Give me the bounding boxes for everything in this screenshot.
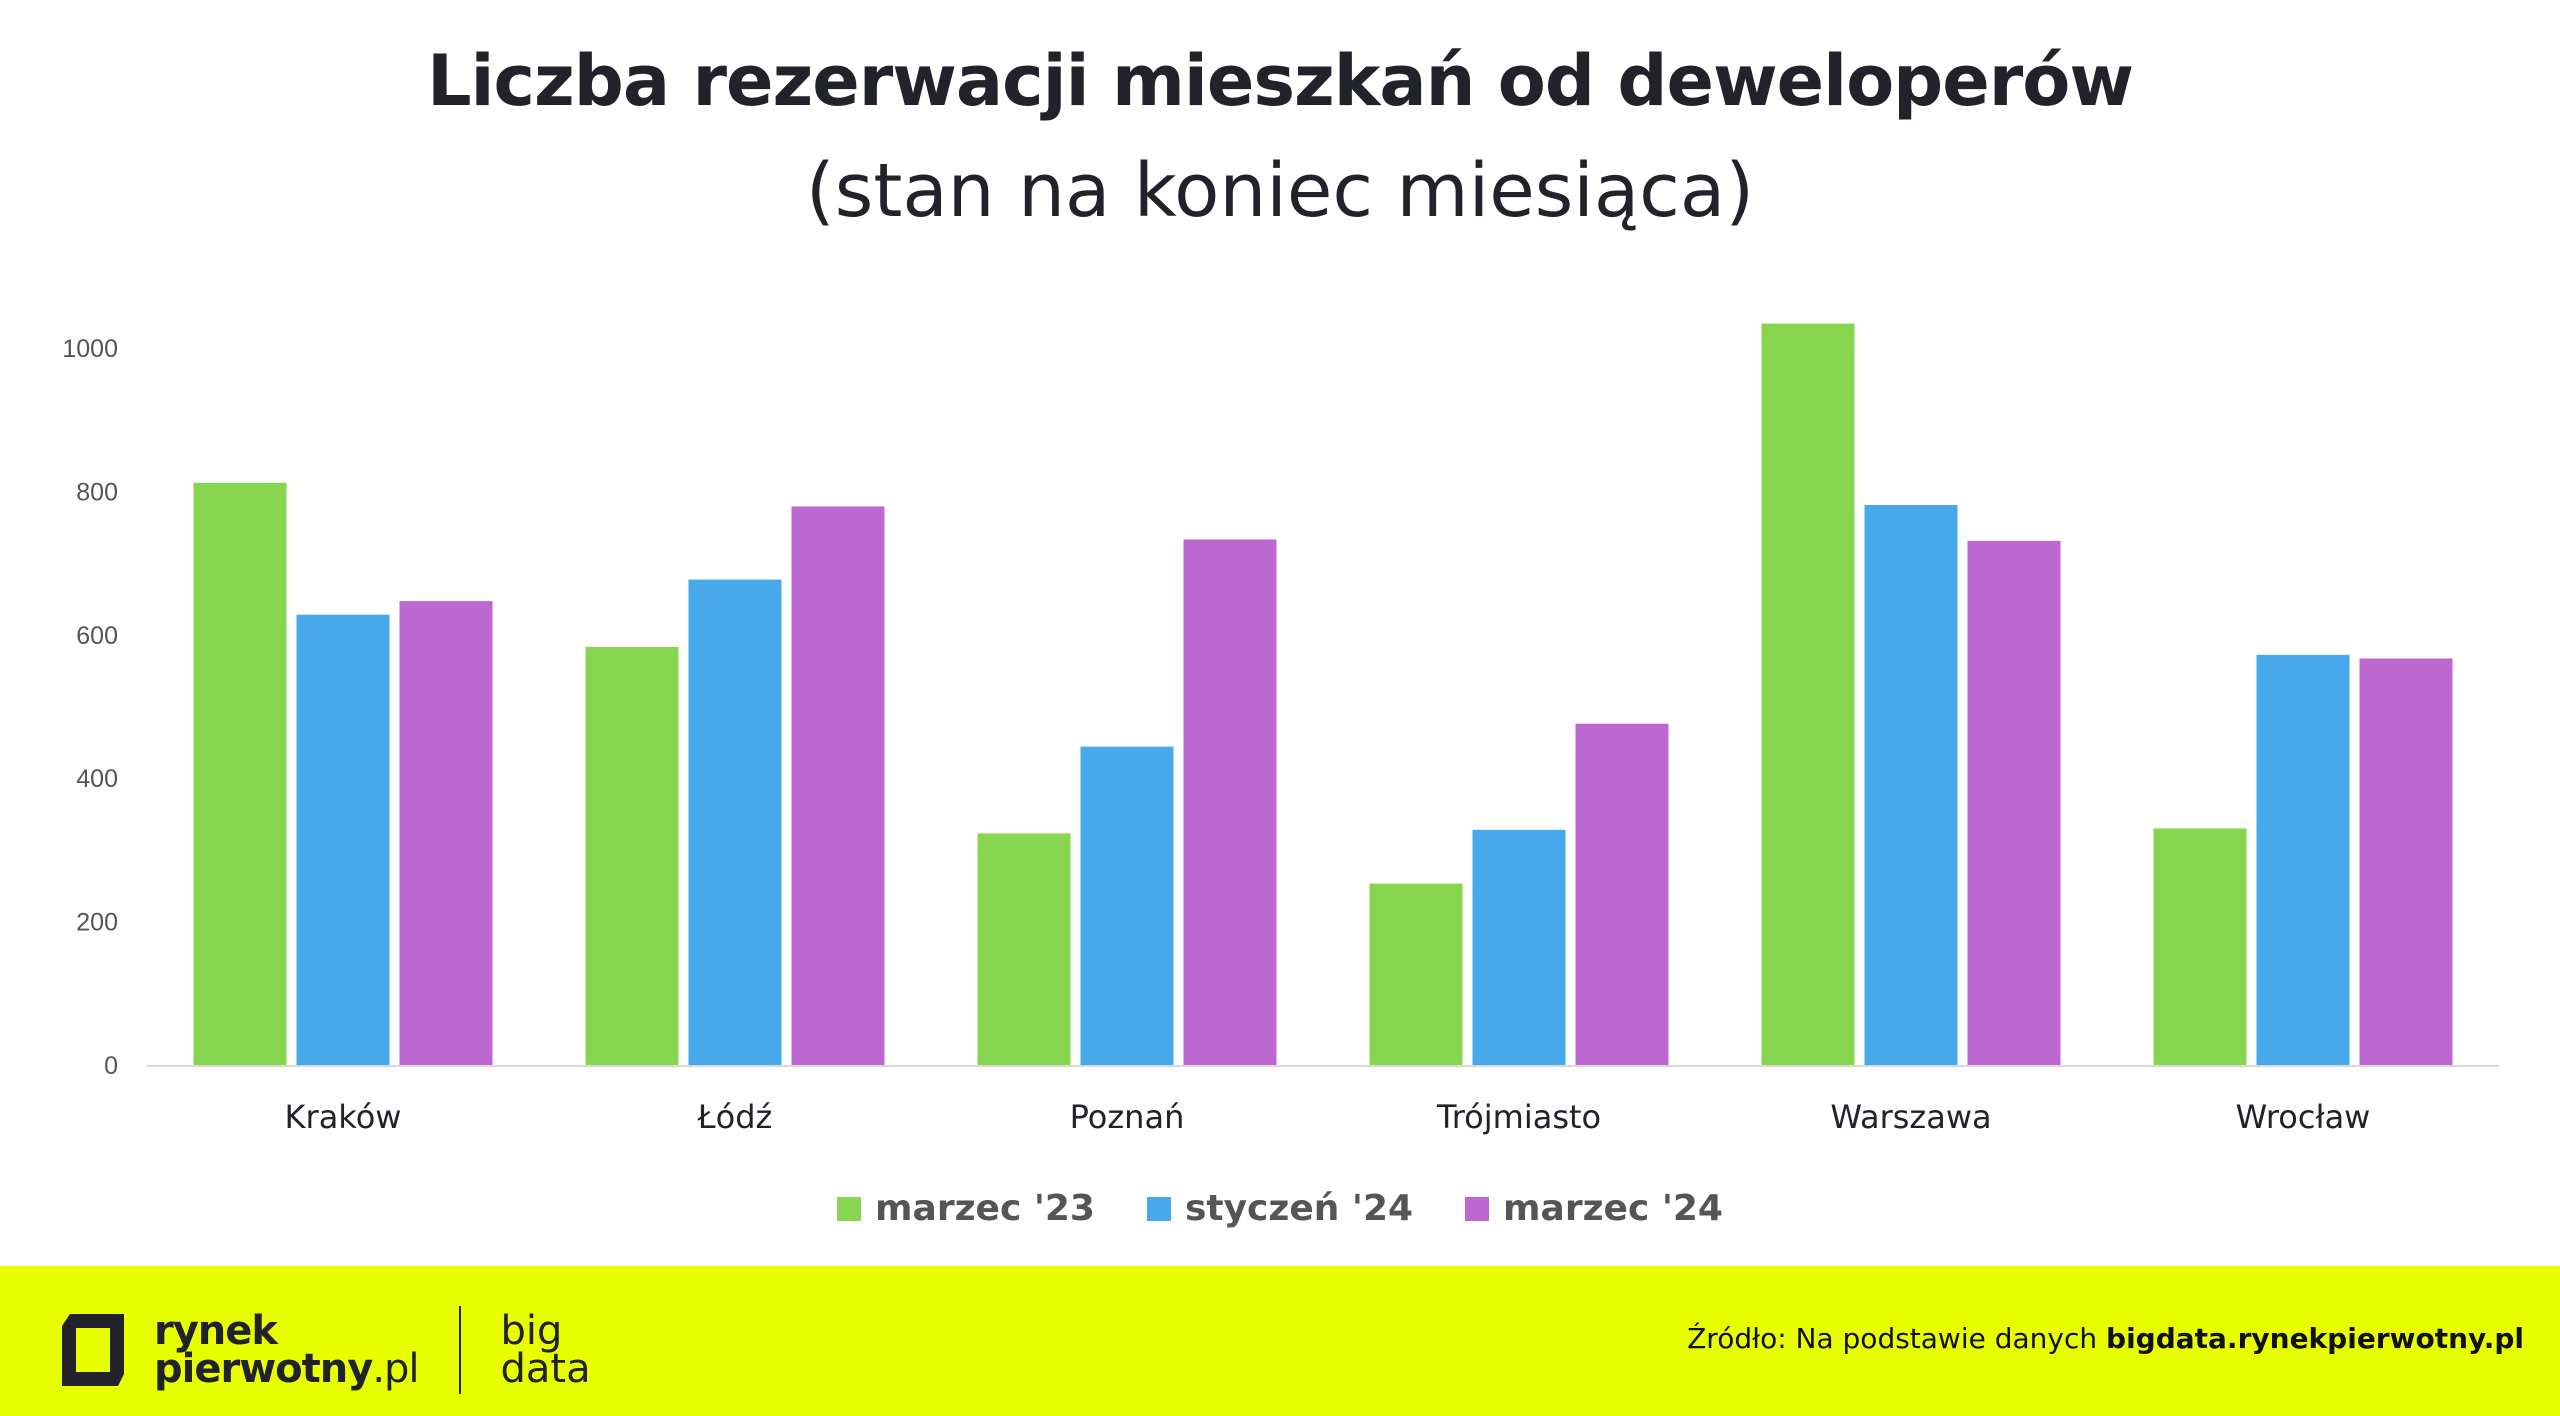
y-tick-label: 1000: [62, 335, 118, 363]
big-line2: data: [500, 1346, 591, 1392]
bar-3-Wrocław: [2359, 658, 2453, 1065]
legend-item: marzec '23: [837, 1188, 1095, 1229]
rynekpierwotny-logo: rynek pierwotny.pl big data: [62, 1306, 591, 1394]
source-note: Źródło: Na podstawie danych bigdata.ryne…: [1687, 1322, 2524, 1355]
logo-text: rynek pierwotny.pl: [154, 1308, 420, 1389]
bar-1-Poznań: [977, 833, 1071, 1065]
y-tick-label: 0: [104, 1052, 118, 1080]
bar-1-Kraków: [193, 482, 287, 1065]
legend-label: styczeń '24: [1184, 1188, 1414, 1229]
bar-1-Warszawa: [1761, 323, 1855, 1065]
bar-2-Łódź: [688, 579, 782, 1065]
bar-3-Kraków: [399, 601, 493, 1065]
logo-mark-icon: [62, 1314, 124, 1386]
bar-1-Łódź: [585, 646, 679, 1065]
x-tick-label: Poznań: [1070, 1098, 1185, 1136]
x-tick-label: Łódź: [697, 1098, 773, 1136]
bar-3-Łódź: [791, 506, 885, 1065]
chart-subtitle: (stan na koniec miesiąca): [805, 148, 1755, 234]
bar-3-Trójmiasto: [1575, 723, 1669, 1065]
x-tick-label: Kraków: [285, 1098, 402, 1136]
bar-2-Poznań: [1080, 746, 1174, 1065]
legend-label: marzec '23: [875, 1188, 1095, 1229]
x-tick-label: Wrocław: [2236, 1098, 2371, 1136]
logo-line2: pierwotny: [154, 1346, 373, 1392]
bar-3-Poznań: [1183, 539, 1277, 1065]
footer-banner: rynek pierwotny.pl big data Źródło: Na p…: [0, 1266, 2560, 1416]
bigdata-text: big data: [500, 1308, 591, 1392]
y-tick-label: 800: [76, 478, 118, 506]
legend-item: marzec '24: [1465, 1188, 1723, 1229]
legend-swatch: [1146, 1196, 1171, 1221]
x-tick-label: Trójmiasto: [1436, 1098, 1601, 1136]
y-tick-label: 600: [76, 622, 118, 650]
x-tick-label: Warszawa: [1830, 1098, 1991, 1136]
bar-3-Warszawa: [1967, 540, 2061, 1065]
y-tick-label: 400: [76, 765, 118, 793]
legend-swatch: [837, 1196, 862, 1221]
bar-2-Warszawa: [1864, 505, 1958, 1065]
bar-1-Wrocław: [2153, 828, 2247, 1065]
logo-suffix: .pl: [372, 1346, 419, 1392]
bar-2-Trójmiasto: [1472, 829, 1566, 1065]
legend: marzec '23 styczeń '24 marzec '24: [0, 1188, 2560, 1229]
bar-2-Kraków: [296, 614, 390, 1065]
bar-2-Wrocław: [2256, 654, 2350, 1065]
chart-title: Liczba rezerwacji mieszkań od deweloperó…: [426, 40, 2134, 122]
bar-chart: 0 200 400 600 800 1000 Kraków Łódź Poznań Trójmia…: [62, 323, 2499, 1136]
legend-label: marzec '24: [1503, 1188, 1723, 1229]
logo-line1: rynek: [154, 1308, 278, 1354]
legend-item: styczeń '24: [1146, 1188, 1414, 1229]
source-link: bigdata.rynekpierwotny.pl: [2106, 1322, 2524, 1355]
y-tick-label: 200: [76, 909, 118, 937]
bar-1-Trójmiasto: [1369, 883, 1463, 1065]
logo-divider: [458, 1306, 461, 1394]
source-prefix: Źródło: Na podstawie danych: [1687, 1322, 2107, 1355]
legend-swatch: [1465, 1196, 1490, 1221]
big-line1: big: [500, 1308, 563, 1354]
